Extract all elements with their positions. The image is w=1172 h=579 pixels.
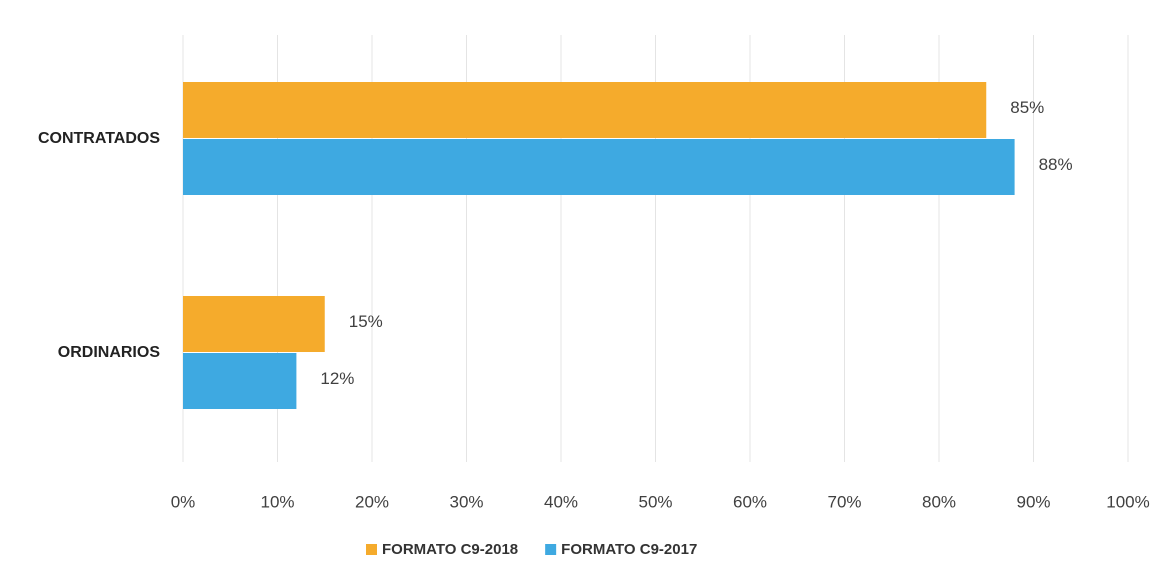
- bar: [183, 296, 325, 352]
- x-tick-label: 70%: [827, 492, 861, 511]
- category-label: ORDINARIOS: [58, 344, 161, 361]
- x-tick-label: 40%: [544, 492, 578, 511]
- x-tick-label: 90%: [1016, 492, 1050, 511]
- data-label: 15%: [349, 312, 383, 331]
- category-label: CONTRATADOS: [38, 130, 160, 147]
- x-tick-label: 0%: [171, 492, 196, 511]
- bar: [183, 353, 297, 409]
- data-label: 85%: [1010, 98, 1044, 117]
- data-label: 12%: [320, 369, 354, 388]
- data-label: 88%: [1039, 155, 1073, 174]
- x-tick-label: 100%: [1106, 492, 1149, 511]
- x-tick-label: 20%: [355, 492, 389, 511]
- x-tick-label: 50%: [638, 492, 672, 511]
- legend-swatch: [545, 544, 557, 555]
- bar: [183, 82, 987, 138]
- legend-label: FORMATO C9-2018: [382, 541, 518, 558]
- legend-label: FORMATO C9-2017: [561, 541, 697, 558]
- x-tick-label: 80%: [922, 492, 956, 511]
- x-tick-label: 10%: [260, 492, 294, 511]
- x-tick-label: 60%: [733, 492, 767, 511]
- bar: [183, 139, 1015, 195]
- legend-swatch: [366, 544, 377, 555]
- x-tick-label: 30%: [449, 492, 483, 511]
